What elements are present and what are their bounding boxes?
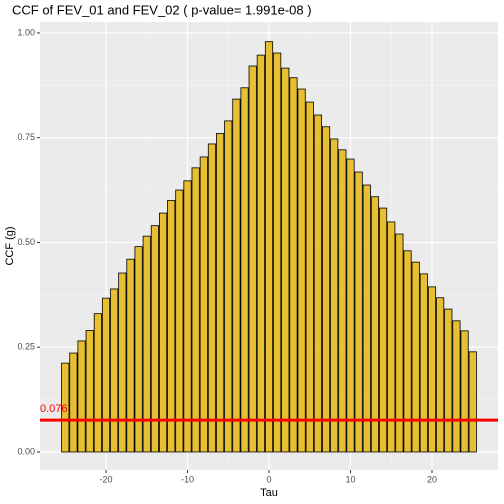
bar	[403, 250, 412, 453]
bar	[167, 200, 176, 453]
bar	[346, 158, 355, 453]
bar	[460, 330, 469, 453]
y-axis-label: CCF (g)	[4, 226, 16, 265]
bar	[134, 246, 143, 453]
bar	[297, 88, 306, 453]
bar	[85, 330, 94, 453]
bar	[436, 297, 445, 453]
bar	[419, 273, 428, 453]
bar	[240, 87, 249, 453]
bar	[191, 167, 200, 453]
bar	[175, 189, 184, 453]
y-tick-label: 0.75	[17, 132, 35, 142]
bar	[264, 41, 274, 453]
bar	[362, 184, 371, 453]
bar	[387, 221, 396, 453]
y-tick-label: 1.00	[17, 27, 35, 37]
bar	[256, 54, 265, 453]
bar	[411, 261, 420, 453]
bar	[224, 120, 233, 453]
bar	[313, 114, 322, 453]
y-tick-label: 0.25	[17, 342, 35, 352]
bar	[305, 101, 314, 453]
bar	[379, 207, 388, 453]
bar	[142, 235, 151, 453]
bar	[444, 308, 453, 453]
bar	[370, 196, 380, 453]
y-tick-label: 0.50	[17, 237, 35, 247]
bar	[289, 77, 298, 453]
bar	[354, 171, 363, 453]
bar	[338, 149, 347, 453]
bar	[158, 212, 168, 453]
x-tick-label: 0	[266, 474, 271, 484]
bar	[207, 143, 217, 453]
bar	[110, 288, 119, 453]
bar	[77, 340, 86, 453]
bar	[126, 258, 135, 453]
bar	[61, 362, 70, 453]
bar	[216, 133, 225, 453]
bar	[69, 352, 78, 453]
threshold-label: 0.076	[40, 403, 68, 415]
bar	[101, 297, 111, 453]
bar	[93, 313, 102, 453]
bar	[232, 98, 241, 453]
x-axis-label: Tau	[260, 487, 278, 499]
x-tick-label: -10	[181, 474, 194, 484]
bar	[468, 351, 477, 453]
bar	[183, 180, 192, 453]
bar	[427, 286, 437, 453]
chart-title: CCF of FEV_01 and FEV_02 ( p-value= 1.99…	[12, 2, 312, 17]
bar	[452, 320, 461, 453]
x-tick-label: -20	[100, 474, 113, 484]
x-tick-label: 20	[427, 474, 437, 484]
bar	[248, 65, 257, 453]
bar	[330, 138, 339, 453]
bar	[273, 52, 282, 453]
bar	[281, 67, 290, 453]
bar	[150, 225, 159, 453]
x-tick-label: 10	[345, 474, 355, 484]
bar	[395, 233, 404, 453]
y-tick-label: 0.00	[17, 446, 35, 456]
bar	[118, 272, 127, 453]
bar	[199, 156, 208, 453]
bar	[321, 126, 331, 453]
